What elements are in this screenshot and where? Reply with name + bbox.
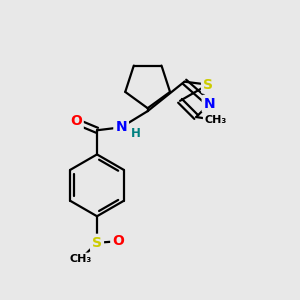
Text: O: O (112, 234, 124, 248)
Text: O: O (70, 114, 82, 128)
Text: S: S (92, 236, 102, 250)
Text: H: H (131, 127, 141, 140)
Text: N: N (204, 97, 215, 111)
Text: CH₃: CH₃ (70, 254, 92, 264)
Text: N: N (115, 120, 127, 134)
Text: S: S (203, 78, 213, 92)
Text: CH₃: CH₃ (204, 115, 226, 125)
